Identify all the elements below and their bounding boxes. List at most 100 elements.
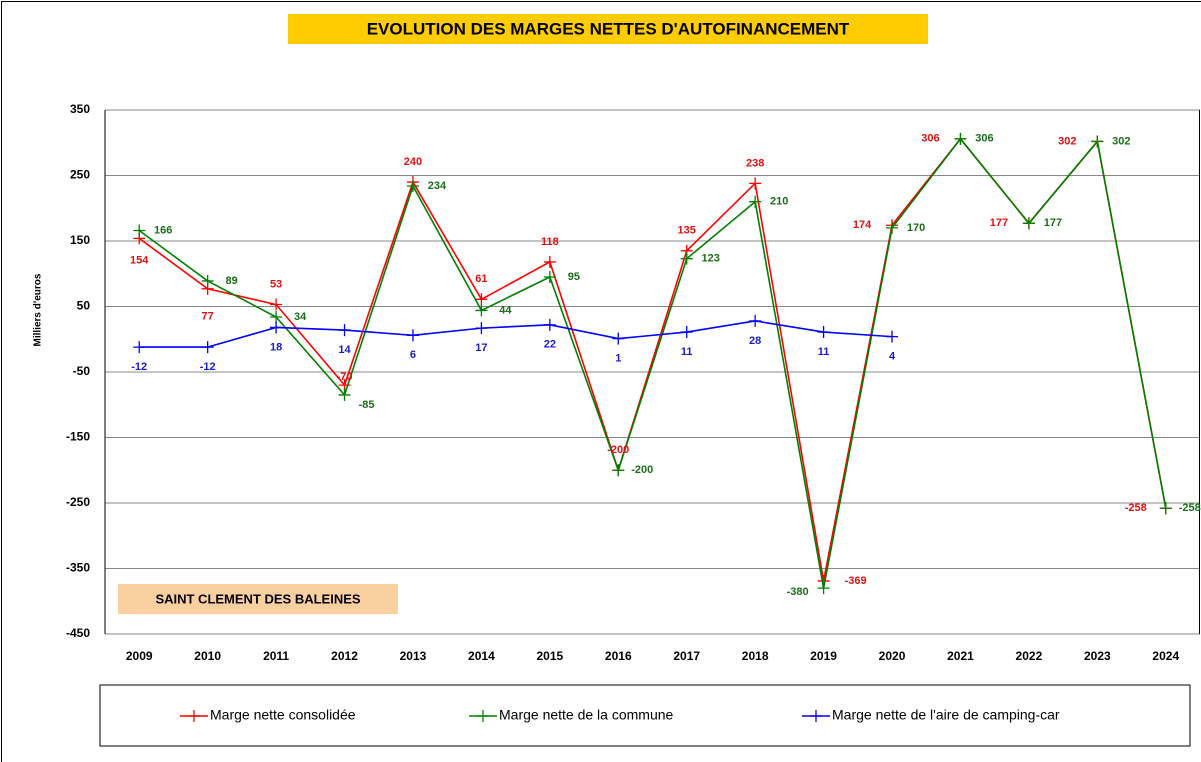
legend-marker [810, 710, 822, 722]
x-tick-label: 2010 [194, 649, 221, 663]
point-marker [886, 330, 899, 343]
point-marker [817, 582, 830, 595]
legend-box [99, 684, 1191, 747]
point-marker [1159, 502, 1172, 515]
data-label: 11 [681, 346, 693, 358]
subtitle-box [118, 584, 398, 614]
data-label: 18 [270, 341, 282, 353]
point-marker [201, 274, 214, 287]
data-label: 14 [338, 344, 351, 356]
point-marker [612, 332, 625, 345]
x-tick-label: 2014 [468, 649, 495, 663]
legend-label: Marge nette consolidée [210, 707, 356, 723]
y-tick-label: -150 [66, 430, 90, 444]
point-marker [201, 341, 214, 354]
point-marker [475, 304, 488, 317]
data-label: 123 [702, 253, 720, 265]
point-marker [680, 326, 693, 339]
legend-label: Marge nette de l'aire de camping-car [832, 707, 1060, 723]
point-marker [270, 321, 283, 334]
data-label: 95 [568, 271, 580, 283]
x-tick-label: 2013 [400, 649, 427, 663]
data-label: 4 [889, 351, 896, 363]
data-label: 166 [154, 224, 172, 236]
data-label: -12 [131, 361, 147, 373]
y-tick-label: 150 [70, 233, 90, 247]
point-marker [749, 177, 762, 190]
chart-title: EVOLUTION DES MARGES NETTES D'AUTOFINANC… [367, 19, 850, 38]
y-tick-label: 50 [77, 299, 91, 313]
data-label: 77 [202, 311, 214, 323]
data-label: -85 [359, 399, 375, 411]
data-label: 28 [749, 335, 761, 347]
data-label: 1 [615, 353, 621, 365]
point-marker [817, 326, 830, 339]
data-label: 234 [428, 180, 447, 192]
data-label: -12 [200, 361, 216, 373]
x-tick-label: 2023 [1084, 649, 1111, 663]
point-marker [954, 132, 967, 145]
point-marker [749, 195, 762, 208]
x-tick-label: 2024 [1152, 649, 1179, 663]
point-marker [886, 221, 899, 234]
point-marker [475, 293, 488, 306]
data-label: -380 [787, 586, 809, 598]
x-tick-label: 2011 [263, 649, 289, 663]
point-marker [338, 324, 351, 337]
point-marker [270, 298, 283, 311]
x-tick-label: 2009 [126, 649, 153, 663]
data-label: 6 [410, 349, 416, 361]
data-label: 177 [990, 217, 1008, 229]
data-label: -200 [607, 444, 629, 456]
y-tick-label: -350 [66, 561, 90, 575]
title-box [288, 14, 928, 44]
x-tick-label: 2017 [673, 649, 700, 663]
data-label: -258 [1179, 502, 1201, 514]
x-tick-label: 2012 [331, 649, 358, 663]
data-label: 170 [907, 222, 925, 234]
legend-label: Marge nette de la commune [499, 707, 674, 723]
data-label: -369 [845, 575, 867, 587]
point-marker [543, 255, 556, 268]
legend-marker [188, 710, 200, 722]
data-label: 177 [1044, 217, 1062, 229]
point-marker [270, 310, 283, 323]
y-axis-label: Milliers d'euros [33, 273, 44, 346]
point-marker [133, 341, 146, 354]
y-tick-label: -250 [66, 495, 90, 509]
data-label: 240 [404, 156, 422, 168]
point-marker [543, 318, 556, 331]
data-label: 22 [544, 339, 556, 351]
x-tick-label: 2019 [810, 649, 837, 663]
y-tick-label: 250 [70, 168, 90, 182]
data-label: 135 [678, 225, 696, 237]
data-label: 154 [130, 254, 149, 266]
point-marker [406, 329, 419, 342]
point-marker [338, 388, 351, 401]
point-marker [133, 224, 146, 237]
data-label: 61 [475, 273, 487, 285]
data-label: 53 [270, 278, 282, 290]
y-tick-label: -50 [73, 364, 91, 378]
point-marker [680, 252, 693, 265]
data-label: -70 [337, 371, 353, 383]
data-label: 44 [499, 304, 512, 316]
data-label: -200 [631, 464, 653, 476]
series-line [139, 320, 893, 348]
data-label: 174 [853, 219, 872, 231]
data-label: 238 [746, 157, 764, 169]
x-tick-label: 2016 [605, 649, 632, 663]
data-label: 302 [1112, 135, 1130, 147]
data-label: 17 [475, 342, 487, 354]
x-tick-label: 2021 [947, 649, 974, 663]
data-label: 302 [1058, 135, 1076, 147]
x-tick-label: 2022 [1016, 649, 1043, 663]
subtitle: SAINT CLEMENT DES BALEINES [155, 591, 360, 606]
data-label: 306 [921, 133, 939, 145]
point-marker [1091, 135, 1104, 148]
x-tick-label: 2020 [879, 649, 906, 663]
data-label: 11 [818, 346, 830, 358]
point-marker [406, 179, 419, 192]
data-label: 89 [226, 275, 238, 287]
